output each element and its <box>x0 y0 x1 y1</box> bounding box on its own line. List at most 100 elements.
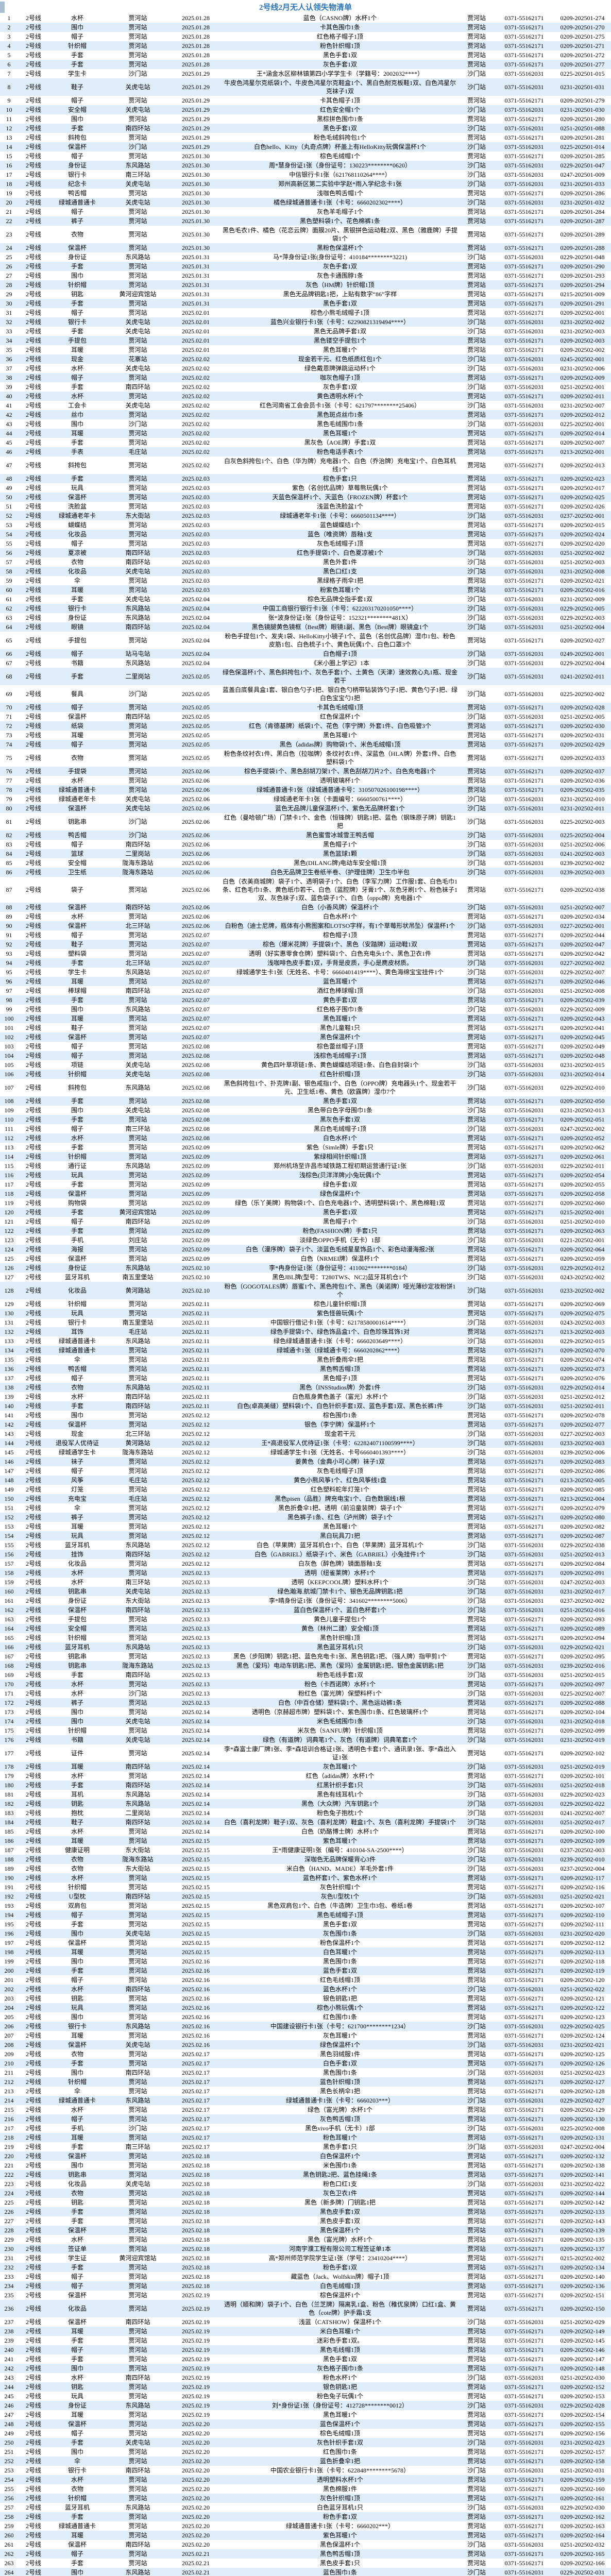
cell-description: 米色围巾1条 <box>323 2162 357 2169</box>
cell-line: 2号线 <box>18 1115 49 1124</box>
table-row: 235 2号线 保温杯 贾河站 2025.02.19 棕色保温杯1个 贾河站 0371-551… <box>0 2291 611 2300</box>
cell-id: 0209-202502-120 <box>560 1976 605 1984</box>
table-row: 156 2号线 挂饰 南四环站 2025.02.12 白色（GABRIEL）纸袋子1个、米… <box>0 1550 611 1559</box>
cell-line: 2号线 <box>18 2263 49 2272</box>
cell-storage-station: 贾河站 <box>467 732 486 739</box>
cell-storage-station: 贾河站 <box>459 2207 495 2216</box>
table-row: 200 2号线 手套 贾河站 2025.02.16 蓝色手套1双 贾河站 0371-55162… <box>0 1966 611 1975</box>
cell-item: 围巾 <box>71 2448 83 2455</box>
cell-index: 218 <box>0 2133 18 2142</box>
table-row: 197 2号线 保温杯 贾河站 2025.02.15 粉色保温杯1个 贾河站 0371-551… <box>0 1938 611 1947</box>
cell-storage-station: 沙门站 <box>467 558 486 566</box>
cell-item: 玩具 <box>49 1309 106 1318</box>
cell-found-station: 贾河站 <box>128 1995 147 2002</box>
cell-phone: 0371-55162171 <box>504 2032 544 2039</box>
table-row: 134 2号线 绿城通普通卡 贾河站 2025.02.11 绿城通卡1张（绿城通卡号：66… <box>0 1346 611 1355</box>
cell-item: 手套 <box>49 124 106 133</box>
cell-line: 2号线 <box>18 2040 49 2049</box>
cell-id: 0209-202501-275 <box>560 33 605 40</box>
cell-date: 2025.02.13 <box>170 1587 222 1596</box>
table-row: 213 2号线伞贾河站 2025.02.17 黑色长柄伞1把 贾河站 0371-55162… <box>0 2087 611 2096</box>
cell-date: 2025.02.18 <box>170 2170 222 2179</box>
cell-line: 2号线 <box>25 1412 41 1419</box>
cell-index: 112 <box>0 1133 18 1143</box>
cell-phone: 0371-55162171 <box>504 913 544 920</box>
cell-item: 围巾 <box>49 1929 106 1938</box>
cell-line: 2号线 <box>25 1939 41 1946</box>
cell-date: 2025.02.12 <box>170 1438 222 1448</box>
cell-description: 淡绿色OPPO手机（无卡）1部 <box>299 1236 381 1244</box>
cell-index: 228 <box>0 2226 18 2235</box>
cell-date: 2025.02.07 <box>170 940 222 949</box>
cell-date: 2025.02.18 <box>170 2207 222 2216</box>
cell-date: 2025.01.30 <box>170 198 222 207</box>
cell-found-station: 南四环站 <box>125 2318 150 2326</box>
cell-item: 钥匙串 <box>49 2170 106 2179</box>
cell-index: 196 <box>0 1929 18 1938</box>
cell-description: 黑色（INSStudios牌）外套1件 <box>222 1383 459 1392</box>
cell-item: 水杯 <box>71 2106 83 2113</box>
cell-description: 白色(卓高美缝）塑料袋1个、白色针织手套1双、蓝色手套1双、黑色长裤1件 <box>222 1401 459 1411</box>
cell-item: 水杯 <box>49 2475 106 2484</box>
cell-date: 2025.02.14 <box>170 1799 222 1808</box>
cell-item: 水杯 <box>71 913 83 920</box>
cell-storage-station: 沙门站 <box>467 2180 486 2188</box>
table-row: 189 2号线 衣物 东大街站 2025.02.15 米白色（HAND、MADE）羊毛外套… <box>0 1864 611 1873</box>
cell-description: 黑色折叠伞1把、透明（前沿童装牌）袋子1个 <box>278 1504 402 1512</box>
cell-phone: 0371-55162171 <box>495 1624 554 1633</box>
table-row: 237 2号线 保温杯 南四环站 2025.02.19 浅蓝（CATSHOW）保温杯1个沙… <box>0 2317 611 2327</box>
cell-phone: 0371-55162031 <box>504 1236 544 1244</box>
cell-description: 蓝色手套1双 <box>222 1966 459 1975</box>
cell-found-station: 贾河站 <box>128 1043 147 1050</box>
table-row: 36 2号线 现金 花寨站 2025.02.02 现金若干元、红色纸质红包1个 沙门站 037… <box>0 354 611 364</box>
table-row: 245 2号线 玩具 贾河站 2025.02.19 粉色兔子玩偶1个 贾河站 0371-551… <box>0 2392 611 2401</box>
cell-item: 帽子 <box>49 1910 106 1920</box>
cell-found-station: 南三环站 <box>125 1125 150 1132</box>
cell-item: 化妆品 <box>49 567 106 576</box>
cell-storage-station: 贾河站 <box>467 152 486 160</box>
cell-date: 2025.02.13 <box>170 1568 222 1578</box>
cell-item: 钥匙串 <box>67 818 87 825</box>
cell-found-station: 贾河站 <box>128 1255 147 1262</box>
cell-index: 219 <box>4 2143 14 2150</box>
cell-found-station: 关虎屯站 <box>106 78 170 96</box>
cell-storage-station: 贾河站 <box>467 1486 486 1493</box>
table-row: 144 2号线 退役军人优待证 黄河路站 2025.02.12 王*高退役军人优待证1张（… <box>0 1438 611 1448</box>
cell-found-station: 贾河站 <box>106 703 170 712</box>
cell-description: 绿色瀚海.航城门禁卡1个、银色无品牌钥匙1把 <box>222 1587 459 1596</box>
table-row: 160 2号线 钥匙串 关虎屯站 2025.02.13 绿色瀚海.航城门禁卡1个、银色无品… <box>0 1587 611 1596</box>
table-row: 104 2号线 帽子 贾河站 2025.02.08 浅棕色毛绒帽子1顶 贾河站 0371-55… <box>0 1051 611 1060</box>
cell-id: 0209-202502-059 <box>560 1255 605 1262</box>
table-row: 112 2号线 水杯 贾河站 2025.02.08 白色水杯1个 贾河站 0371-55162… <box>0 1133 611 1143</box>
cell-id: 0209-202502-077 <box>554 1420 611 1429</box>
cell-line: 2号线 <box>18 299 49 308</box>
cell-description: 红色围巾1条 <box>323 2013 357 2021</box>
cell-id: 0209-202502-143 <box>560 2217 605 2225</box>
cell-storage-station: 沙门站 <box>459 1799 495 1808</box>
cell-date: 2025.02.12 <box>182 1449 210 1456</box>
cell-storage-station: 贾河站 <box>467 272 486 279</box>
cell-date: 2025.02.12 <box>182 1560 210 1567</box>
cell-storage-station: 贾河站 <box>467 2162 486 2169</box>
cell-line: 2号线 <box>25 540 41 547</box>
cell-phone: 0371-55162031 <box>504 2318 544 2326</box>
cell-item: 帽子 <box>49 1051 106 1060</box>
table-row: 59 2号线伞贾河站 2025.02.03 黑绿格子雨伞1把 贾河站 0371-55162… <box>0 576 611 585</box>
cell-phone: 0371-55162171 <box>504 1486 544 1493</box>
cell-found-station: 贾河站 <box>128 1708 147 1716</box>
cell-item: 针织帽 <box>49 1152 106 1161</box>
cell-line: 2号线 <box>18 2494 49 2503</box>
cell-storage-station: 贾河站 <box>459 1476 495 1485</box>
cell-index: 87 <box>6 886 12 893</box>
cell-id: 0209-202502-011 <box>554 392 611 401</box>
cell-id: 0209-202502-080 <box>554 1513 611 1522</box>
cell-id: 0239-202502-016 <box>554 1661 611 1670</box>
cell-line: 2号线 <box>25 1356 41 1363</box>
table-row: 228 2号线 保温杯 贾河站 2025.02.18 黑色保温杯1个 贾河站 0371-551… <box>0 2226 611 2235</box>
cell-item: 手套 <box>49 958 106 968</box>
cell-index: 238 <box>0 2327 18 2336</box>
cell-date: 2025.02.12 <box>170 1457 222 1466</box>
cell-found-station: 贾河站 <box>106 530 170 539</box>
cell-storage-station: 贾河站 <box>467 1634 486 1641</box>
cell-phone: 0371-55162031 <box>504 713 544 720</box>
